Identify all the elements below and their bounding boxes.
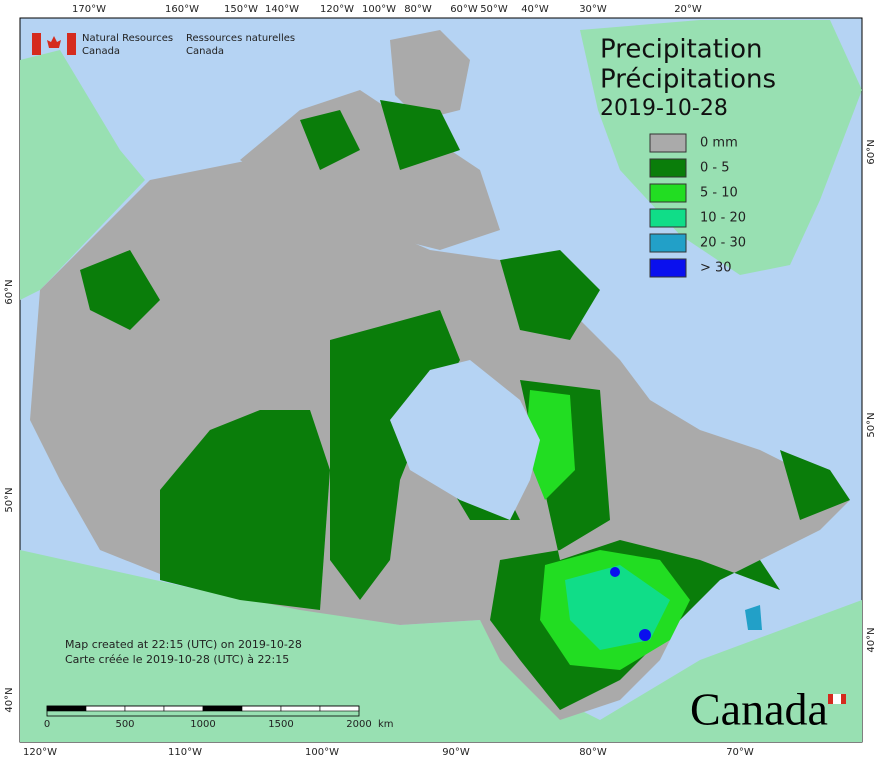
arctic-island: [390, 30, 470, 120]
agency-fr: Ressources naturelles: [186, 33, 295, 44]
lon-label: 20°W: [674, 4, 702, 15]
lat-label: 40°N: [4, 687, 15, 712]
lon-label: 100°W: [362, 4, 396, 15]
greenland: [580, 20, 862, 275]
legend-swatch: [649, 133, 687, 153]
legend-label: 20 - 30: [700, 236, 746, 251]
precip-zone: [745, 605, 762, 630]
lon-label: 30°W: [579, 4, 607, 15]
precip-zone: [500, 250, 600, 340]
maple-leaf: [47, 36, 61, 48]
legend-swatch: [649, 233, 687, 253]
legend-swatch: [649, 158, 687, 178]
scale-segment: [124, 705, 165, 712]
agency-en: Canada: [82, 46, 120, 57]
legend-label: 0 - 5: [700, 161, 730, 176]
legend-label: 0 mm: [700, 136, 738, 151]
legend-swatch: [649, 258, 687, 278]
flag-bar: [67, 33, 76, 55]
scale-tick: 2000: [346, 719, 371, 730]
precip-zone: [525, 390, 575, 500]
scale-segment: [202, 705, 243, 712]
lon-label: 80°W: [404, 4, 432, 15]
precip-zone: [639, 629, 651, 641]
agency-en: Natural Resources: [82, 33, 173, 44]
lon-label: 170°W: [72, 4, 106, 15]
title-en: Precipitation: [600, 35, 763, 65]
lat-label: 40°N: [866, 627, 877, 652]
precip-zone: [565, 565, 670, 650]
legend-label: 10 - 20: [700, 211, 746, 226]
lon-label: 160°W: [165, 4, 199, 15]
scale-tick: 1000: [190, 719, 215, 730]
scale-tick: 0: [44, 719, 50, 730]
lat-label: 60°N: [866, 139, 877, 164]
lon-label: 150°W: [224, 4, 258, 15]
lon-label: 140°W: [265, 4, 299, 15]
precip-zone: [780, 450, 850, 520]
map-note: Carte créée le 2019-10-28 (UTC) à 22:15: [65, 653, 289, 666]
hudson-bay: [390, 360, 540, 520]
lon-label: 70°W: [726, 747, 754, 758]
scale-segment: [85, 705, 126, 712]
legend-label: > 30: [700, 261, 732, 276]
wordmark: Canada: [690, 684, 828, 735]
lon-label: 60°W: [450, 4, 478, 15]
agency-fr: Canada: [186, 46, 224, 57]
alaska: [20, 50, 145, 300]
scale-segment: [319, 705, 360, 712]
legend-label: 5 - 10: [700, 186, 738, 201]
scale-frame: [46, 705, 360, 717]
lon-label: 110°W: [168, 747, 202, 758]
lon-label: 50°W: [480, 4, 508, 15]
lat-label: 50°N: [866, 412, 877, 437]
scale-segment: [280, 705, 321, 712]
lon-label: 80°W: [579, 747, 607, 758]
precip-zone: [380, 100, 460, 170]
usa: [20, 550, 862, 742]
precip-zone: [610, 567, 620, 577]
lon-label: 40°W: [521, 4, 549, 15]
flag-bar: [32, 33, 41, 55]
title-fr: Précipitations: [600, 65, 776, 95]
title-date: 2019-10-28: [600, 96, 728, 121]
precip-zone: [300, 110, 360, 170]
lat-label: 50°N: [4, 487, 15, 512]
wordmark-flag: [833, 694, 841, 704]
scale-tick: 1500: [268, 719, 293, 730]
scale-tick: 500: [115, 719, 134, 730]
legend-swatch: [649, 183, 687, 203]
precip-zone: [80, 250, 160, 330]
lon-label: 90°W: [442, 747, 470, 758]
scale-segment: [46, 705, 87, 712]
scale-segment: [163, 705, 204, 712]
scale-segment: [241, 705, 282, 712]
precip-zone: [160, 410, 330, 610]
lon-label: 100°W: [305, 747, 339, 758]
map-note: Map created at 22:15 (UTC) on 2019-10-28: [65, 638, 302, 651]
lon-label: 120°W: [23, 747, 57, 758]
scale-unit: km: [378, 719, 394, 730]
legend-swatch: [649, 208, 687, 228]
lat-label: 60°N: [4, 279, 15, 304]
lon-label: 120°W: [320, 4, 354, 15]
